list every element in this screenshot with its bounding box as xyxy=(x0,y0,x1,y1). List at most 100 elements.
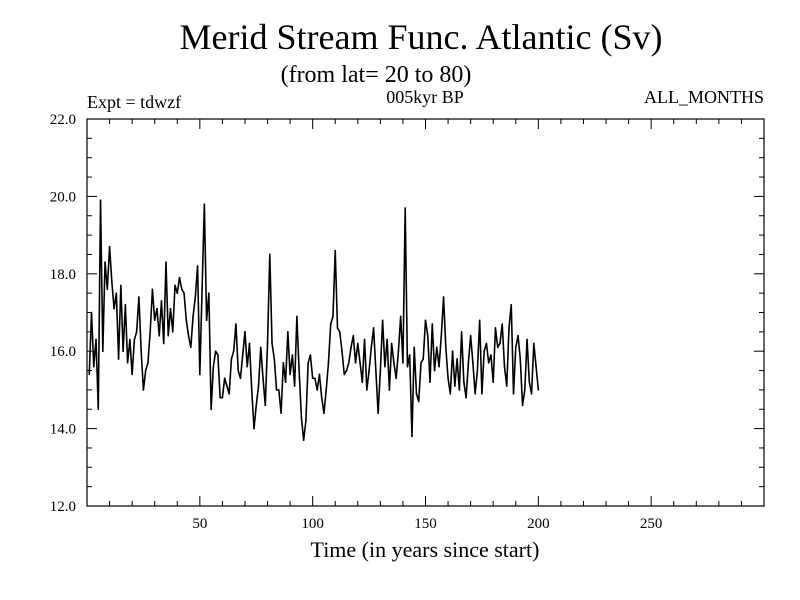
data-point xyxy=(336,327,339,329)
data-point xyxy=(496,346,499,349)
data-point xyxy=(517,334,519,337)
data-point xyxy=(481,392,483,395)
data-point xyxy=(302,439,305,442)
data-point xyxy=(210,408,212,411)
data-point xyxy=(307,362,309,364)
data-point xyxy=(162,342,165,345)
data-point xyxy=(296,315,298,318)
data-point xyxy=(347,362,350,364)
data-point xyxy=(250,389,253,391)
data-point xyxy=(235,323,237,325)
data-point xyxy=(442,296,445,298)
data-point xyxy=(408,354,411,356)
data-point xyxy=(490,354,492,356)
data-point xyxy=(300,416,303,418)
data-point xyxy=(406,365,409,368)
data-point xyxy=(99,199,102,202)
data-point xyxy=(144,369,147,372)
data-point xyxy=(314,377,316,380)
data-point xyxy=(88,373,91,376)
data-point xyxy=(415,392,418,395)
data-point xyxy=(357,342,359,345)
data-point xyxy=(463,381,465,383)
data-point xyxy=(156,307,158,310)
data-point xyxy=(537,389,540,391)
data-point xyxy=(226,385,228,387)
data-point xyxy=(264,404,267,407)
data-point xyxy=(153,319,156,322)
data-point xyxy=(341,350,343,353)
data-point xyxy=(485,342,488,345)
data-point xyxy=(185,319,188,322)
data-point xyxy=(435,346,438,349)
data-point xyxy=(528,381,531,383)
experiment-label: Expt = tdwzf xyxy=(87,92,181,112)
data-point xyxy=(420,362,422,364)
data-point xyxy=(519,358,522,360)
data-point xyxy=(417,400,420,403)
data-point xyxy=(239,377,242,380)
data-point xyxy=(393,362,395,364)
data-point xyxy=(178,276,181,279)
data-point xyxy=(142,389,145,391)
data-point xyxy=(526,338,528,341)
data-point xyxy=(456,358,458,360)
data-point xyxy=(505,385,508,387)
data-point xyxy=(508,327,510,329)
data-point xyxy=(476,369,479,372)
data-point xyxy=(397,350,400,353)
data-point xyxy=(203,203,206,205)
data-point xyxy=(535,365,537,368)
data-point xyxy=(169,307,172,310)
data-point xyxy=(431,323,434,325)
data-point xyxy=(268,253,271,256)
data-point xyxy=(275,389,278,391)
data-point xyxy=(449,392,452,395)
data-point xyxy=(104,261,106,263)
data-point xyxy=(483,350,485,353)
data-point xyxy=(278,389,280,391)
data-point xyxy=(440,334,443,337)
data-point xyxy=(390,342,393,345)
data-point xyxy=(217,354,219,356)
data-point xyxy=(171,331,174,333)
data-point xyxy=(293,385,296,387)
data-point xyxy=(273,358,276,360)
data-point xyxy=(366,389,368,391)
months-label: ALL_MONTHS xyxy=(644,87,764,107)
data-point xyxy=(469,334,472,337)
data-point xyxy=(530,392,533,395)
data-point xyxy=(404,207,406,209)
data-point xyxy=(323,412,325,414)
data-point xyxy=(228,392,230,395)
y-axis-tick-labels: 12.0 14.0 16.0 18.0 20.0 22.0 xyxy=(50,112,76,515)
chart-subtitle: (from lat= 20 to 80) xyxy=(281,62,472,88)
data-point xyxy=(194,296,197,298)
data-point xyxy=(478,319,481,322)
data-point xyxy=(282,362,285,364)
data-point xyxy=(350,346,352,349)
data-point xyxy=(332,315,334,318)
data-point xyxy=(223,377,226,380)
data-point xyxy=(384,365,386,368)
data-point xyxy=(494,327,497,329)
data-point xyxy=(354,362,357,364)
data-point xyxy=(248,342,251,345)
data-point xyxy=(219,396,221,399)
data-point xyxy=(140,350,142,353)
x-axis-label: Time (in years since start) xyxy=(311,537,540,562)
data-point xyxy=(492,381,495,383)
y-tick-label: 12.0 xyxy=(50,499,76,515)
data-point xyxy=(289,373,291,376)
data-point xyxy=(381,319,384,322)
chart-title: Merid Stream Func. Atlantic (Sv) xyxy=(180,17,663,57)
data-point xyxy=(445,346,447,349)
data-point xyxy=(176,292,179,294)
y-tick-label: 20.0 xyxy=(50,189,76,205)
data-point xyxy=(120,284,122,287)
data-point xyxy=(95,338,97,341)
data-point xyxy=(113,307,115,310)
data-point xyxy=(372,327,375,329)
